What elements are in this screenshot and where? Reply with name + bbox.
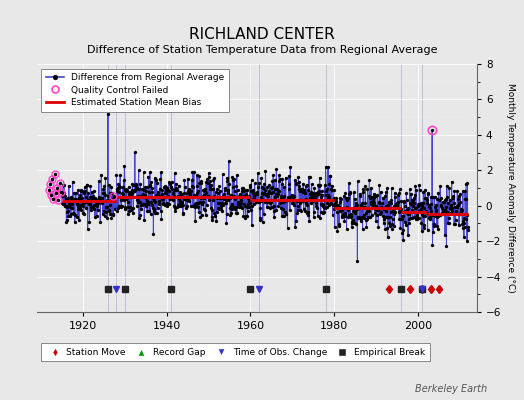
Legend: Difference from Regional Average, Quality Control Failed, Estimated Station Mean: Difference from Regional Average, Qualit… <box>41 68 229 112</box>
Y-axis label: Monthly Temperature Anomaly Difference (°C): Monthly Temperature Anomaly Difference (… <box>506 83 515 293</box>
Text: RICHLAND CENTER: RICHLAND CENTER <box>189 27 335 42</box>
Legend: Station Move, Record Gap, Time of Obs. Change, Empirical Break: Station Move, Record Gap, Time of Obs. C… <box>41 344 430 362</box>
Text: Berkeley Earth: Berkeley Earth <box>415 384 487 394</box>
Text: Difference of Station Temperature Data from Regional Average: Difference of Station Temperature Data f… <box>87 45 437 55</box>
